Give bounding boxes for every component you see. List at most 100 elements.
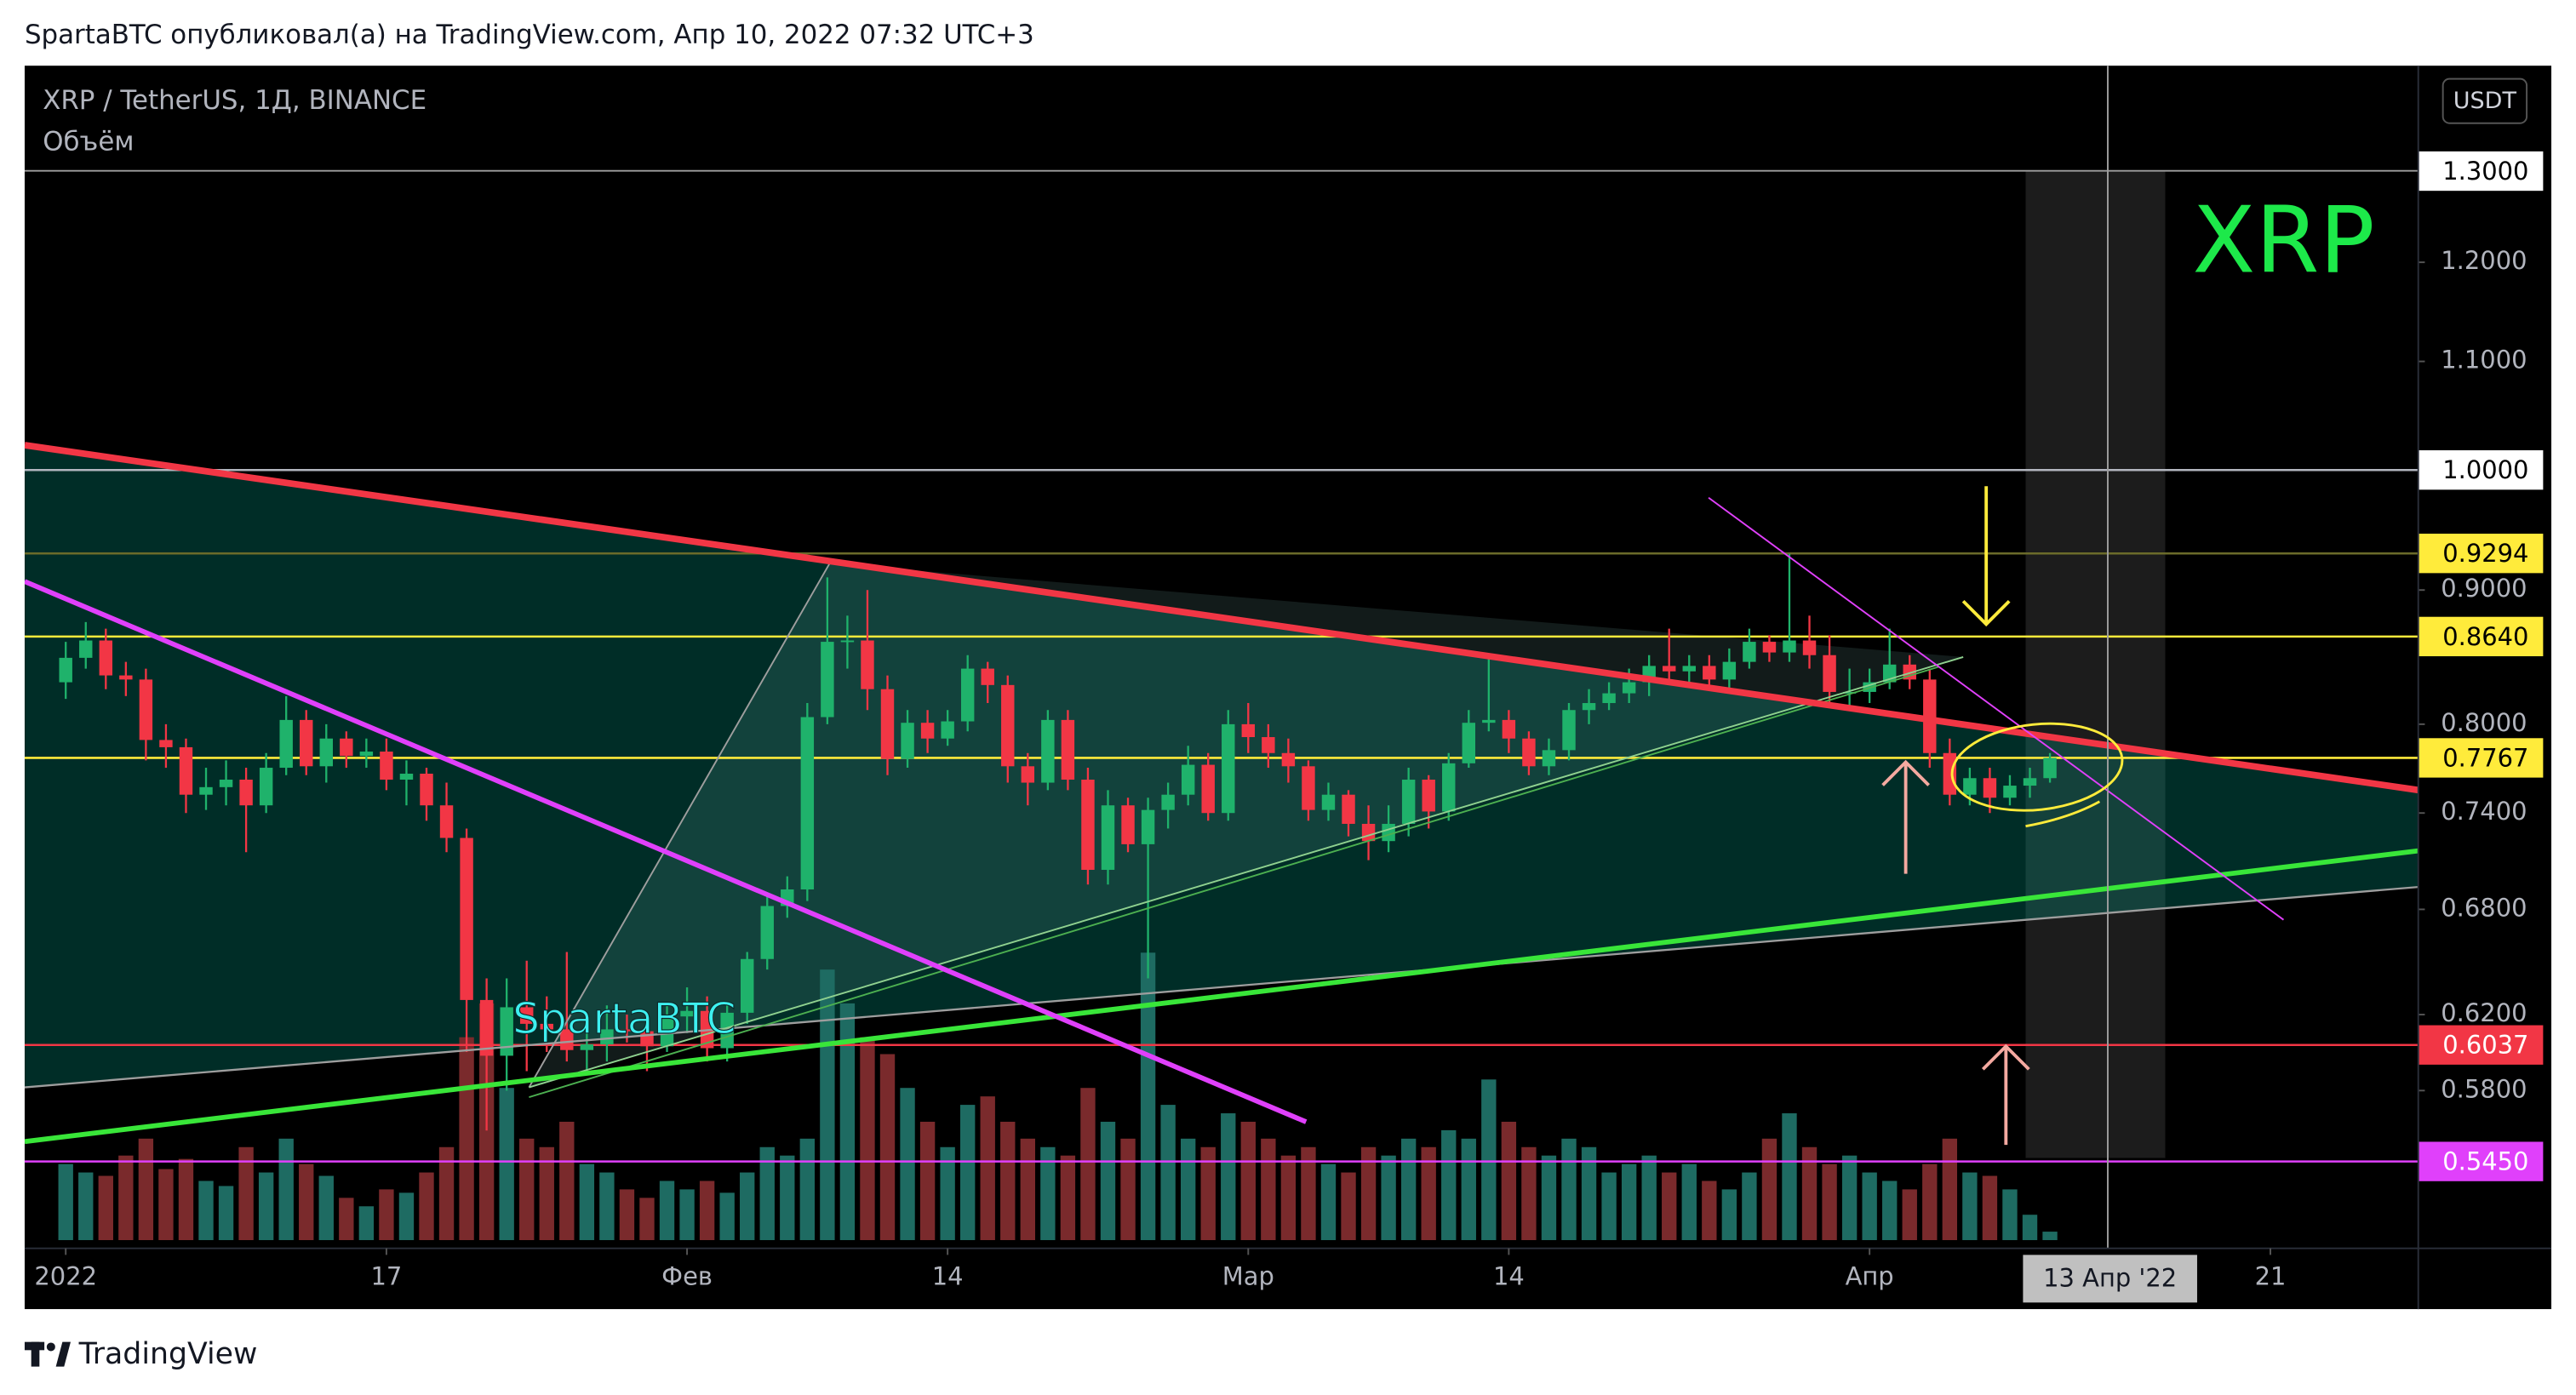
candle-body [1903,664,1916,680]
candle-body [1682,666,1696,672]
volume-bar [238,1146,254,1241]
arrow-head [1881,759,1930,786]
volume-bar [1601,1172,1617,1241]
highlight-ellipse [1950,722,2124,812]
candle-body [840,640,855,643]
candle-body [1321,794,1336,810]
volume-bar [559,1121,575,1241]
candle-body [600,1029,614,1045]
candle-body [520,1007,534,1024]
currency-label[interactable]: USDT [2453,88,2517,114]
candle-body [680,1010,694,1017]
candle-body [500,1007,513,1056]
candle-body [981,668,994,685]
candle-body [620,1029,634,1032]
logo-part [46,1342,55,1352]
resistance-line [24,442,2419,794]
highlight-curve [2025,800,2101,828]
volume-bar [639,1198,655,1241]
volume-bar [1020,1138,1035,1241]
volume-bar [1662,1172,1677,1241]
volume-bar [358,1206,375,1241]
volume-bar [1501,1121,1517,1241]
x-tick-label: Мар [1222,1261,1274,1290]
volume-bar [1421,1146,1436,1241]
volume-bar [1441,1129,1457,1241]
candle-body [580,1044,594,1050]
trendline [528,563,831,1089]
currency-button[interactable] [2441,77,2528,124]
volume-bar [1100,1121,1116,1241]
volume-bar [158,1169,174,1241]
candle-body [1663,666,1676,672]
volume-bar [1301,1146,1316,1241]
candle-body [660,1016,674,1047]
y-tick-label: 1.1000 [2441,346,2527,374]
candle-body [1382,823,1395,842]
candle-body [1542,750,1556,767]
y-tick-label: 0.8000 [2441,708,2527,737]
candle-body [259,768,273,806]
candle-body [1401,780,1416,824]
volume-bar [278,1138,294,1241]
candle-body [1762,642,1777,653]
arrow-head [1961,599,2011,627]
level-box [2418,1025,2544,1065]
level-label: 0.5450 [2442,1147,2528,1176]
volume-bar [759,1146,775,1241]
volume-bar [1621,1163,1637,1241]
candle-body [1262,737,1275,753]
y-tick-label: 0.7400 [2441,797,2527,826]
candle-body [1743,642,1756,662]
candle-body [1963,778,1977,795]
volume-bar [58,1163,73,1241]
candle-body [300,719,313,767]
volume-bar [1581,1146,1597,1241]
volume-bar [138,1138,154,1241]
volume-bar [1641,1155,1657,1241]
volume-bar [339,1198,354,1241]
volume-bar [1040,1146,1056,1241]
candle-body [1943,752,1957,795]
candle-body [861,640,874,689]
volume-bar [1160,1105,1176,1241]
volume-bar [940,1146,955,1241]
candle-body [1302,766,1315,810]
level-box [2418,534,2544,574]
level-box [2418,616,2544,657]
candle-body [219,780,233,787]
candle-body [1783,640,1796,653]
level-box [2418,1141,2544,1181]
volume-bar [438,1146,455,1241]
x-tick-label: Фев [661,1261,713,1290]
volume-bar [1240,1121,1256,1241]
crosshair-date-label: 13 Апр '22 [2043,1263,2177,1292]
volume-bar [1521,1146,1537,1241]
ticker-annotation: XRP [2192,187,2374,294]
candle-body [1983,778,1997,798]
candle-body [340,738,353,757]
candles-layer [59,553,2057,1131]
volume-bar [1721,1189,1737,1241]
level-label: 0.8640 [2442,622,2528,651]
logo-part [31,1341,40,1367]
volume-bar [860,1037,875,1241]
volume-bar [740,1172,755,1241]
volume-bar [679,1189,695,1241]
volume-bar [619,1189,635,1241]
candle-body [380,752,393,780]
volume-bar [1822,1163,1837,1241]
volume-bar [1982,1175,1998,1241]
volume-bar [1681,1163,1697,1241]
volume-bar [980,1096,995,1241]
volume-bar [579,1163,595,1241]
volume-bar [379,1189,394,1241]
volume-bar [879,1054,896,1241]
volume-bar [1381,1155,1396,1241]
projection-zone [2025,170,2166,1158]
volume-bar [2042,1232,2058,1241]
volume-bar [318,1175,334,1241]
candle-body [1001,684,1015,767]
volume-bar [960,1105,976,1241]
brand-logo [24,1341,71,1367]
